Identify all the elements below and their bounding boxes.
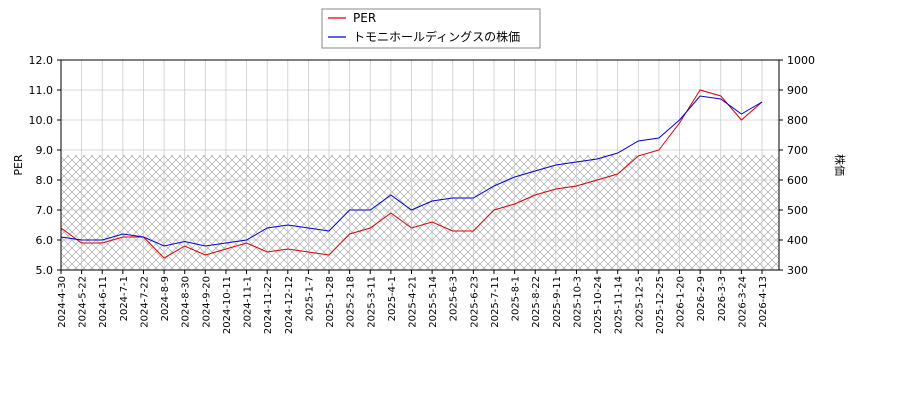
y-tick-label: 10.0 <box>29 114 54 127</box>
x-tick-label: 2024-11-22 <box>263 276 274 334</box>
x-tick-label: 2024-8-9 <box>160 276 171 321</box>
y-tick-label: 9.0 <box>36 144 54 157</box>
y2-axis-label: 株価 <box>833 154 847 176</box>
x-tick-label: 2025-9-11 <box>552 276 563 328</box>
x-tick-label: 2026-2-9 <box>696 276 707 321</box>
x-tick-label: 2025-4-21 <box>408 276 419 328</box>
x-tick-label: 2026-4-13 <box>758 276 769 328</box>
x-tick-label: 2024-10-11 <box>222 276 233 334</box>
x-tick-label: 2025-6-3 <box>449 276 460 321</box>
x-tick-label: 2025-7-11 <box>490 276 501 328</box>
x-tick-label: 2025-8-1 <box>511 276 522 321</box>
x-tick-label: 2024-4-30 <box>57 276 68 328</box>
x-tick-label: 2024-9-20 <box>201 276 212 328</box>
y-tick-label: 7.0 <box>36 204 54 217</box>
x-tick-label: 2026-3-24 <box>737 276 748 328</box>
x-tick-label: 2025-10-3 <box>572 276 583 328</box>
x-tick-label: 2024-12-12 <box>284 276 295 334</box>
x-tick-label: 2025-1-28 <box>325 276 336 328</box>
y2-tick-label: 600 <box>787 174 808 187</box>
hatch-band <box>61 155 779 270</box>
x-tick-label: 2025-5-14 <box>428 276 439 328</box>
x-tick-label: 2025-11-14 <box>614 276 625 334</box>
legend-label: PER <box>353 11 376 25</box>
y-tick-label: 6.0 <box>36 234 54 247</box>
series-line <box>60 89 763 259</box>
x-tick-label: 2024-7-1 <box>119 276 130 321</box>
x-tick-label: 2024-8-30 <box>181 276 192 328</box>
y-axis-label: PER <box>12 154 25 176</box>
y-tick-label: 8.0 <box>36 174 54 187</box>
y2-tick-label: 900 <box>787 84 808 97</box>
series-line <box>60 95 763 247</box>
x-tick-label: 2025-10-24 <box>593 276 604 334</box>
x-tick-label: 2024-11-1 <box>243 276 254 328</box>
y-tick-label: 12.0 <box>29 54 54 67</box>
plot-frame <box>60 59 780 271</box>
x-tick-label: 2024-6-11 <box>98 276 109 328</box>
legend-box <box>321 8 541 49</box>
x-tick-label: 2025-12-5 <box>634 276 645 328</box>
x-tick-label: 2025-1-7 <box>304 276 315 321</box>
x-tick-label: 2025-6-23 <box>469 276 480 328</box>
y-tick-label: 5.0 <box>36 264 54 277</box>
x-tick-label: 2026-3-3 <box>717 276 728 321</box>
x-tick-label: 2024-7-22 <box>139 276 150 328</box>
x-tick-label: 2024-5-22 <box>78 276 89 328</box>
y2-tick-label: 400 <box>787 234 808 247</box>
y2-tick-label: 500 <box>787 204 808 217</box>
legend-label: トモニホールディングスの株価 <box>353 29 520 44</box>
y2-tick-label: 800 <box>787 114 808 127</box>
x-tick-label: 2025-3-11 <box>366 276 377 328</box>
x-tick-label: 2026-1-20 <box>676 276 687 328</box>
x-tick-label: 2025-4-1 <box>387 276 398 321</box>
y2-tick-label: 300 <box>787 264 808 277</box>
y-tick-label: 11.0 <box>29 84 54 97</box>
x-tick-label: 2025-12-25 <box>655 276 666 334</box>
y2-tick-label: 1000 <box>787 54 815 67</box>
y2-tick-label: 700 <box>787 144 808 157</box>
x-tick-label: 2025-8-22 <box>531 276 542 328</box>
x-tick-label: 2025-2-18 <box>346 276 357 328</box>
